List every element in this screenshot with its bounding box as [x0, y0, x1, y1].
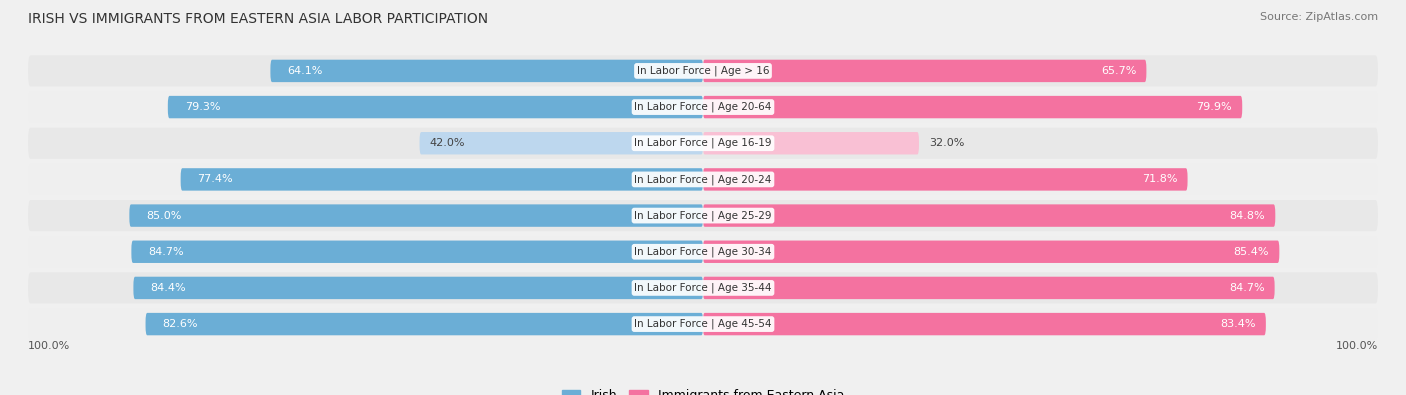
FancyBboxPatch shape — [131, 241, 703, 263]
FancyBboxPatch shape — [28, 55, 1378, 87]
Text: In Labor Force | Age 25-29: In Labor Force | Age 25-29 — [634, 210, 772, 221]
Text: 100.0%: 100.0% — [28, 341, 70, 351]
FancyBboxPatch shape — [28, 236, 1378, 267]
FancyBboxPatch shape — [703, 204, 1275, 227]
FancyBboxPatch shape — [703, 132, 920, 154]
Text: 82.6%: 82.6% — [163, 319, 198, 329]
FancyBboxPatch shape — [28, 273, 1378, 303]
Text: In Labor Force | Age 35-44: In Labor Force | Age 35-44 — [634, 283, 772, 293]
FancyBboxPatch shape — [167, 96, 703, 118]
Legend: Irish, Immigrants from Eastern Asia: Irish, Immigrants from Eastern Asia — [557, 384, 849, 395]
FancyBboxPatch shape — [129, 204, 703, 227]
Text: In Labor Force | Age > 16: In Labor Force | Age > 16 — [637, 66, 769, 76]
FancyBboxPatch shape — [419, 132, 703, 154]
Text: 100.0%: 100.0% — [1336, 341, 1378, 351]
FancyBboxPatch shape — [28, 92, 1378, 122]
FancyBboxPatch shape — [28, 128, 1378, 159]
Text: In Labor Force | Age 20-64: In Labor Force | Age 20-64 — [634, 102, 772, 112]
Text: 85.0%: 85.0% — [146, 211, 181, 220]
Text: 84.7%: 84.7% — [1229, 283, 1264, 293]
Text: 83.4%: 83.4% — [1220, 319, 1256, 329]
FancyBboxPatch shape — [180, 168, 703, 191]
Text: 79.9%: 79.9% — [1197, 102, 1232, 112]
FancyBboxPatch shape — [703, 96, 1243, 118]
FancyBboxPatch shape — [703, 241, 1279, 263]
FancyBboxPatch shape — [134, 277, 703, 299]
Text: 32.0%: 32.0% — [929, 138, 965, 148]
FancyBboxPatch shape — [146, 313, 703, 335]
Text: 77.4%: 77.4% — [197, 175, 233, 184]
FancyBboxPatch shape — [703, 277, 1275, 299]
FancyBboxPatch shape — [703, 313, 1265, 335]
FancyBboxPatch shape — [28, 164, 1378, 195]
Text: In Labor Force | Age 20-24: In Labor Force | Age 20-24 — [634, 174, 772, 185]
FancyBboxPatch shape — [28, 308, 1378, 340]
Text: IRISH VS IMMIGRANTS FROM EASTERN ASIA LABOR PARTICIPATION: IRISH VS IMMIGRANTS FROM EASTERN ASIA LA… — [28, 12, 488, 26]
Text: In Labor Force | Age 30-34: In Labor Force | Age 30-34 — [634, 246, 772, 257]
Text: 64.1%: 64.1% — [287, 66, 322, 76]
Text: 71.8%: 71.8% — [1142, 175, 1177, 184]
FancyBboxPatch shape — [270, 60, 703, 82]
Text: 85.4%: 85.4% — [1233, 247, 1270, 257]
FancyBboxPatch shape — [703, 60, 1146, 82]
Text: 84.8%: 84.8% — [1230, 211, 1265, 220]
FancyBboxPatch shape — [28, 200, 1378, 231]
Text: 42.0%: 42.0% — [430, 138, 465, 148]
Text: 65.7%: 65.7% — [1101, 66, 1136, 76]
Text: 84.7%: 84.7% — [148, 247, 184, 257]
Text: 84.4%: 84.4% — [150, 283, 186, 293]
Text: In Labor Force | Age 45-54: In Labor Force | Age 45-54 — [634, 319, 772, 329]
Text: In Labor Force | Age 16-19: In Labor Force | Age 16-19 — [634, 138, 772, 149]
Text: 79.3%: 79.3% — [184, 102, 221, 112]
Text: Source: ZipAtlas.com: Source: ZipAtlas.com — [1260, 12, 1378, 22]
FancyBboxPatch shape — [703, 168, 1188, 191]
